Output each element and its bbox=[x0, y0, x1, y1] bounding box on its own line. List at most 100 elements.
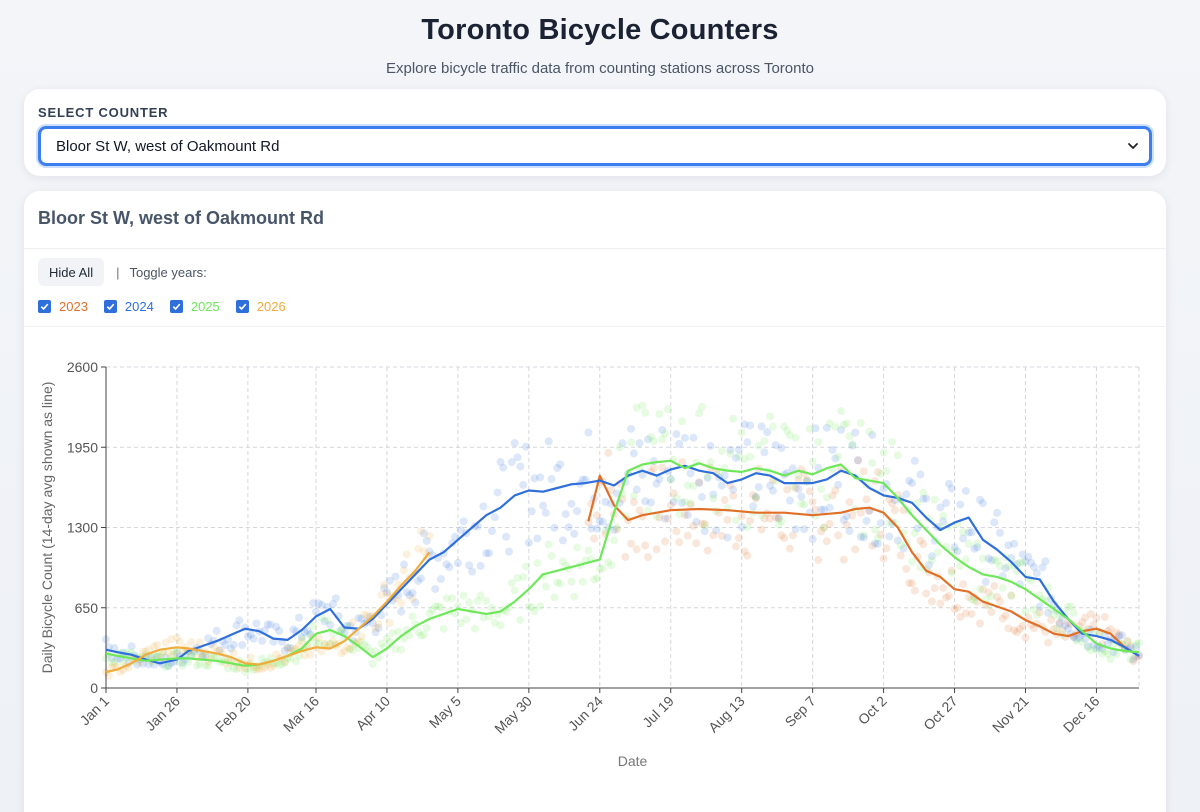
daily-point-2024 bbox=[578, 475, 587, 484]
daily-point-2025 bbox=[817, 484, 826, 493]
daily-point-2024 bbox=[967, 528, 976, 537]
daily-point-2024 bbox=[697, 492, 706, 501]
daily-point-2023 bbox=[987, 607, 996, 616]
daily-point-2024 bbox=[845, 527, 854, 536]
daily-point-2025 bbox=[612, 523, 621, 532]
daily-point-2025 bbox=[842, 419, 851, 428]
daily-point-2025 bbox=[703, 472, 712, 481]
daily-point-2026 bbox=[252, 665, 261, 674]
daily-point-2023 bbox=[607, 486, 616, 495]
daily-point-2025 bbox=[184, 657, 193, 666]
year-toggle-2025[interactable]: 2025 bbox=[169, 299, 220, 314]
daily-point-2025 bbox=[524, 602, 533, 611]
daily-point-2025 bbox=[950, 546, 959, 555]
daily-point-2023 bbox=[930, 584, 939, 593]
daily-point-2024 bbox=[479, 502, 488, 511]
daily-point-2024 bbox=[760, 448, 769, 457]
counter-select-value: Bloor St W, west of Oakmount Rd bbox=[56, 137, 280, 155]
daily-point-2025 bbox=[178, 661, 187, 670]
daily-point-2025 bbox=[419, 630, 428, 639]
daily-point-2025 bbox=[522, 562, 531, 571]
daily-point-2025 bbox=[408, 612, 417, 621]
daily-point-2024 bbox=[1055, 619, 1064, 628]
daily-point-2024 bbox=[235, 616, 244, 625]
x-tick-label: Feb 20 bbox=[212, 693, 254, 735]
hide-all-button[interactable]: Hide All bbox=[38, 258, 105, 286]
daily-point-2025 bbox=[436, 603, 445, 612]
daily-point-2023 bbox=[669, 489, 678, 498]
daily-point-2025 bbox=[780, 422, 789, 431]
daily-point-2023 bbox=[831, 486, 840, 495]
daily-point-2024 bbox=[970, 544, 979, 553]
daily-point-2024 bbox=[1038, 563, 1047, 572]
daily-point-2025 bbox=[987, 592, 996, 601]
daily-point-2026 bbox=[272, 650, 281, 659]
daily-point-2026 bbox=[104, 671, 113, 680]
checkbox-2025[interactable] bbox=[169, 300, 183, 313]
daily-point-2023 bbox=[1092, 613, 1101, 622]
year-toggle-2023[interactable]: 2023 bbox=[38, 299, 88, 314]
daily-point-2023 bbox=[590, 534, 599, 543]
daily-point-2025 bbox=[275, 660, 284, 669]
daily-point-2024 bbox=[1018, 550, 1027, 559]
daily-point-2024 bbox=[695, 478, 704, 487]
daily-point-2024 bbox=[729, 485, 738, 494]
daily-point-2025 bbox=[871, 525, 880, 534]
line-2023 bbox=[587, 474, 1140, 657]
daily-point-2023 bbox=[723, 515, 732, 524]
checkbox-2024[interactable] bbox=[103, 300, 117, 313]
x-tick-label: May 5 bbox=[426, 693, 464, 731]
daily-point-2023 bbox=[888, 499, 897, 508]
daily-point-2025 bbox=[970, 596, 979, 605]
year-toggle-2026[interactable]: 2026 bbox=[235, 299, 286, 314]
daily-point-2023 bbox=[1112, 628, 1121, 637]
year-toggle-2024[interactable]: 2024 bbox=[103, 299, 154, 314]
x-tick-label: Apr 10 bbox=[353, 693, 394, 734]
daily-point-2025 bbox=[672, 493, 681, 502]
daily-point-2026 bbox=[207, 654, 216, 663]
x-tick-label: Jul 19 bbox=[639, 693, 677, 731]
daily-point-2024 bbox=[936, 503, 945, 512]
counter-select[interactable]: Bloor St W, west of Oakmount Rd bbox=[38, 126, 1152, 166]
daily-point-2025 bbox=[995, 561, 1004, 570]
checkbox-2026[interactable] bbox=[235, 300, 249, 313]
daily-point-2024 bbox=[871, 539, 880, 548]
daily-point-2024 bbox=[553, 464, 562, 473]
daily-point-2024 bbox=[964, 528, 973, 537]
daily-point-2024 bbox=[414, 576, 423, 585]
daily-point-2025 bbox=[405, 631, 414, 640]
daily-point-2026 bbox=[337, 649, 346, 658]
daily-point-2023 bbox=[998, 614, 1007, 623]
daily-point-2025 bbox=[834, 452, 843, 461]
daily-point-2026 bbox=[382, 589, 391, 598]
daily-point-2023 bbox=[976, 619, 985, 628]
daily-point-2025 bbox=[224, 664, 233, 673]
daily-point-2024 bbox=[326, 620, 335, 629]
daily-point-2024 bbox=[953, 547, 962, 556]
daily-point-2024 bbox=[547, 475, 556, 484]
daily-point-2024 bbox=[499, 463, 508, 472]
daily-point-2025 bbox=[658, 435, 667, 444]
checkbox-2023[interactable] bbox=[38, 300, 51, 313]
daily-point-2024 bbox=[399, 560, 408, 569]
daily-point-2024 bbox=[811, 424, 820, 433]
daily-point-2025 bbox=[1126, 655, 1135, 664]
daily-point-2023 bbox=[618, 495, 627, 504]
daily-point-2023 bbox=[995, 597, 1004, 606]
daily-point-2025 bbox=[107, 658, 116, 667]
daily-point-2024 bbox=[496, 458, 505, 467]
daily-point-2024 bbox=[252, 619, 261, 628]
daily-point-2024 bbox=[1115, 632, 1124, 641]
daily-point-2024 bbox=[127, 642, 136, 651]
daily-point-2025 bbox=[473, 596, 482, 605]
daily-point-2023 bbox=[652, 545, 661, 554]
daily-point-2026 bbox=[153, 641, 162, 650]
daily-point-2025 bbox=[590, 575, 599, 584]
daily-point-2025 bbox=[956, 562, 965, 571]
daily-point-2025 bbox=[746, 452, 755, 461]
daily-point-2025 bbox=[1018, 558, 1027, 567]
daily-point-2023 bbox=[1021, 633, 1030, 642]
daily-point-2024 bbox=[646, 498, 655, 507]
daily-point-2023 bbox=[984, 588, 993, 597]
